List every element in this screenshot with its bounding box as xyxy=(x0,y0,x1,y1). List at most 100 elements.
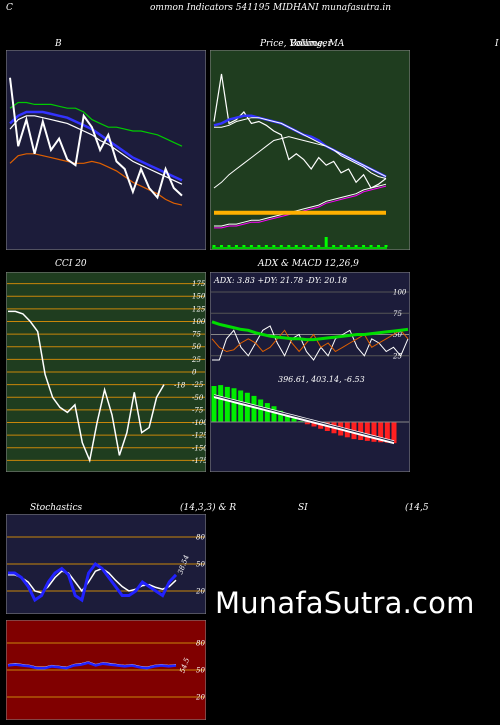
volume-bar xyxy=(264,245,268,247)
stochastics-panel: 80 50 20 38.54 xyxy=(6,514,206,614)
rsi-panel-label: SI xyxy=(298,503,308,513)
volume-bar xyxy=(369,245,373,247)
cci-last-value: -18 xyxy=(174,382,186,390)
volume-bar xyxy=(339,245,343,247)
price-panel-overlay-label: Bollinger xyxy=(290,39,332,49)
macd-histogram-bar xyxy=(384,422,390,443)
macd-line xyxy=(213,396,395,445)
volume-bar xyxy=(219,245,223,247)
rsi-line xyxy=(7,661,177,670)
volume-bar xyxy=(354,245,358,247)
macd-histogram-bar xyxy=(251,395,257,422)
adx-macd-panel-label: ADX & MACD 12,26,9 xyxy=(258,259,359,269)
macd-histogram-bar xyxy=(371,422,377,442)
adx-values-label: ADX: 3.83 +DY: 21.78 -DY: 20.18 xyxy=(213,276,347,285)
volume-bar xyxy=(377,245,381,247)
bollinger-series-4 xyxy=(9,77,183,200)
macd-histogram-bar xyxy=(231,388,237,422)
adx-y-tick: 50 xyxy=(393,331,402,339)
rsi-y-tick: 20 xyxy=(195,694,205,702)
macd-histogram-bar xyxy=(264,403,270,422)
cci-y-tick: 100 xyxy=(192,318,206,326)
cci-y-tick: 50 xyxy=(192,343,201,351)
rsi-params-label: (14,5 xyxy=(405,503,429,513)
price-series-3 xyxy=(213,136,387,189)
volume-bar xyxy=(347,245,351,247)
stochastics-panel-label: Stochastics xyxy=(30,503,83,513)
macd-histogram-bar xyxy=(311,422,317,427)
macd-values-label: 396.61, 403.14, -6.53 xyxy=(278,375,365,384)
bollinger-panel xyxy=(6,50,206,250)
rsi-y-tick: 80 xyxy=(196,640,205,648)
macd-signal-line-inner xyxy=(213,395,395,443)
adx-y-tick: 75 xyxy=(393,310,402,318)
cci-y-tick: -100 xyxy=(192,419,206,427)
volume-bar xyxy=(249,245,253,247)
cci-panel: 175 150 125 100 75 50 25 0 -25 -50 -75 -100 -125 -150… xyxy=(6,272,206,472)
volume-bar xyxy=(309,245,313,247)
cci-y-tick: -50 xyxy=(192,394,204,402)
volume-bar xyxy=(324,237,328,247)
volume-bar xyxy=(332,245,336,247)
cci-y-tick: 125 xyxy=(192,305,206,313)
rsi-y-tick: 50 xyxy=(196,667,205,675)
macd-histogram-bar xyxy=(364,422,370,441)
price-series-4 xyxy=(214,183,387,227)
cci-panel-label: CCI 20 xyxy=(55,259,87,269)
macd-histogram-bar xyxy=(391,422,397,444)
plus-di-line xyxy=(212,325,409,361)
adx-y-tick: 100 xyxy=(393,289,407,297)
volume-bar xyxy=(362,245,366,247)
price-series-0 xyxy=(213,73,387,189)
volume-bar xyxy=(242,245,246,247)
macd-histogram-bar xyxy=(258,399,264,422)
volume-bar xyxy=(272,245,276,247)
cci-y-tick: 25 xyxy=(191,356,201,364)
price-series-2 xyxy=(214,117,387,178)
cci-y-tick: -125 xyxy=(192,432,206,440)
macd-histogram-bar xyxy=(244,392,250,422)
bollinger-background xyxy=(6,50,206,250)
macd-histogram-bar xyxy=(378,422,384,443)
cci-y-tick: 150 xyxy=(192,293,206,301)
stochastics-y-tick: 20 xyxy=(195,588,205,596)
cci-y-tick: 0 xyxy=(192,369,197,377)
cci-y-tick: 175 xyxy=(192,280,206,288)
cci-chart: 175 150 125 100 75 50 25 0 -25 -50 -75 -100 -125 -150… xyxy=(6,272,206,472)
volume-bar xyxy=(317,245,321,247)
price-chart xyxy=(210,50,410,250)
cci-y-tick: -75 xyxy=(192,406,204,414)
price-panel-label: Price, Volume, MA xyxy=(260,39,345,49)
bollinger-panel-label: B xyxy=(55,39,62,49)
volume-bar xyxy=(257,245,261,247)
stochastics-y-tick: 80 xyxy=(196,534,205,542)
macd-histogram-bar xyxy=(211,386,217,422)
macd-histogram-bar xyxy=(278,410,284,422)
macd-histogram-bar xyxy=(318,422,324,429)
cci-line xyxy=(8,310,165,463)
adx-macd-panel: ADX: 3.83 +DY: 21.78 -DY: 20.18 396.61, … xyxy=(210,272,410,472)
volume-baseline xyxy=(212,247,387,249)
macd-histogram-bar xyxy=(224,386,230,422)
adx-macd-chart: ADX: 3.83 +DY: 21.78 -DY: 20.18 396.61, … xyxy=(210,272,410,472)
price-background xyxy=(210,50,410,250)
cci-y-tick: -175 xyxy=(192,457,206,465)
volume-bar xyxy=(279,245,283,247)
far-right-label: I xyxy=(495,39,499,49)
volume-bar xyxy=(384,245,388,247)
volume-bar xyxy=(287,245,291,247)
adx-line xyxy=(211,320,409,342)
rsi-panel: 80 50 20 54.5 xyxy=(6,620,206,720)
macd-histogram-bar xyxy=(304,422,310,425)
price-panel xyxy=(210,50,410,250)
bollinger-series-1 xyxy=(9,110,183,182)
volume-bar xyxy=(302,245,306,247)
macd-histogram-bar xyxy=(291,418,297,422)
stochastics-y-tick: 50 xyxy=(196,561,205,569)
watermark: MunafaSutra.com xyxy=(215,586,475,620)
macd-histogram-bar xyxy=(218,385,224,422)
macd-histogram-bar xyxy=(358,422,364,440)
volume-bar xyxy=(294,245,298,247)
volume-bar xyxy=(212,245,216,247)
